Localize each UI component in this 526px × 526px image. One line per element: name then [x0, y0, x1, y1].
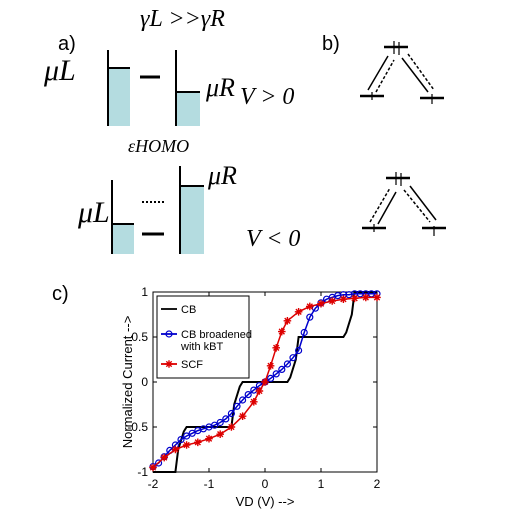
data-point — [294, 308, 303, 316]
data-point — [239, 396, 247, 404]
data-point — [233, 402, 241, 410]
data-point — [182, 441, 191, 449]
series-3 — [149, 293, 381, 472]
mu-left-bottom: μL — [77, 196, 110, 229]
data-point — [300, 328, 308, 337]
data-point — [328, 297, 336, 305]
data-point — [205, 434, 213, 443]
legend-entry: CB broadened with kBT — [180, 329, 252, 353]
data-point — [250, 386, 258, 394]
data-point — [149, 463, 157, 472]
y-tick-label: 0.5 — [131, 330, 148, 344]
data-point — [155, 459, 163, 467]
right-contact-fill-bottom — [180, 186, 204, 254]
right-contact-fill-top — [176, 92, 200, 126]
data-point — [216, 418, 224, 427]
data-point — [362, 293, 370, 302]
y-tick-label: 0 — [141, 375, 148, 389]
data-point — [160, 453, 168, 462]
data-point — [272, 370, 280, 378]
panel-b-label: b) — [322, 33, 340, 55]
data-point — [255, 387, 264, 395]
data-point — [267, 374, 275, 382]
y-tick-label: 1 — [141, 285, 148, 299]
data-point — [306, 313, 314, 321]
data-point — [227, 423, 236, 431]
data-point — [283, 360, 291, 368]
data-point — [183, 432, 191, 440]
mu-right-top: μR — [205, 73, 235, 102]
voltage-negative: V < 0 — [246, 226, 300, 252]
y-tick-label: -0.5 — [127, 420, 148, 434]
x-axis-label: VD (V) --> — [236, 494, 295, 509]
data-point — [278, 327, 286, 336]
data-point — [278, 365, 286, 373]
data-point — [266, 362, 275, 370]
left-contact-fill-top — [108, 68, 130, 126]
transition-arrow-dashed — [403, 189, 431, 223]
voltage-positive: V > 0 — [240, 84, 294, 110]
homo-label: εHOMO — [128, 136, 189, 156]
x-tick-label: -1 — [204, 477, 215, 491]
x-tick-label: 2 — [374, 477, 381, 491]
legend-marker — [165, 330, 173, 338]
data-point — [222, 415, 230, 423]
data-point — [373, 293, 381, 302]
data-point — [350, 294, 359, 303]
data-point — [194, 438, 202, 447]
transition-arrow — [377, 191, 397, 225]
data-point — [272, 344, 280, 352]
panel-b-bottom-diagram — [362, 172, 446, 236]
x-tick-label: -2 — [148, 477, 159, 491]
legend-marker — [165, 360, 173, 368]
data-point — [188, 429, 196, 437]
data-point — [244, 391, 252, 399]
coupling-label: γL >>γR — [140, 6, 225, 32]
panel-c-label: c) — [52, 283, 69, 305]
transition-arrow-dashed — [375, 59, 395, 93]
legend-entry: CB — [181, 304, 196, 316]
panel-a-bottom-diagram: μL μR V < 0 — [77, 161, 300, 254]
data-point — [250, 398, 258, 406]
data-point — [177, 436, 185, 444]
left-contact-fill-bottom — [112, 224, 134, 254]
data-point — [339, 295, 348, 303]
transition-arrow — [401, 57, 429, 93]
data-point — [261, 378, 269, 386]
panel-b-top-diagram — [360, 41, 444, 104]
data-point — [171, 445, 180, 454]
x-tick-label: 0 — [262, 477, 269, 491]
data-point — [306, 302, 314, 311]
legend-entry: SCF — [181, 359, 203, 371]
transition-arrow-dashed — [369, 187, 391, 223]
data-point — [283, 317, 292, 325]
y-axis-label: Normalized Current --> — [120, 316, 135, 449]
y-tick-label: -1 — [137, 465, 148, 479]
iv-chart: -2 -1 0 1 2-1-0.500.51 Normalized Current --… — [120, 285, 381, 509]
mu-right-bottom: μR — [207, 161, 237, 190]
data-point — [238, 412, 247, 420]
data-point — [211, 421, 219, 429]
data-point — [227, 409, 235, 418]
transition-arrow — [409, 185, 437, 221]
data-point — [289, 354, 297, 362]
panel-a-label: a) — [58, 33, 76, 55]
x-tick-label: 1 — [318, 477, 325, 491]
transition-arrow-dashed — [407, 53, 435, 91]
data-point — [295, 346, 303, 355]
data-point — [317, 299, 325, 308]
transition-arrow — [367, 55, 389, 91]
mu-left-top: μL — [43, 54, 76, 87]
data-point — [216, 430, 224, 438]
legend: CB CB broadened with kBT SCF — [156, 295, 252, 379]
panel-a-top-diagram: γL >>γR μL μR V > 0 εHOMO — [43, 6, 294, 156]
